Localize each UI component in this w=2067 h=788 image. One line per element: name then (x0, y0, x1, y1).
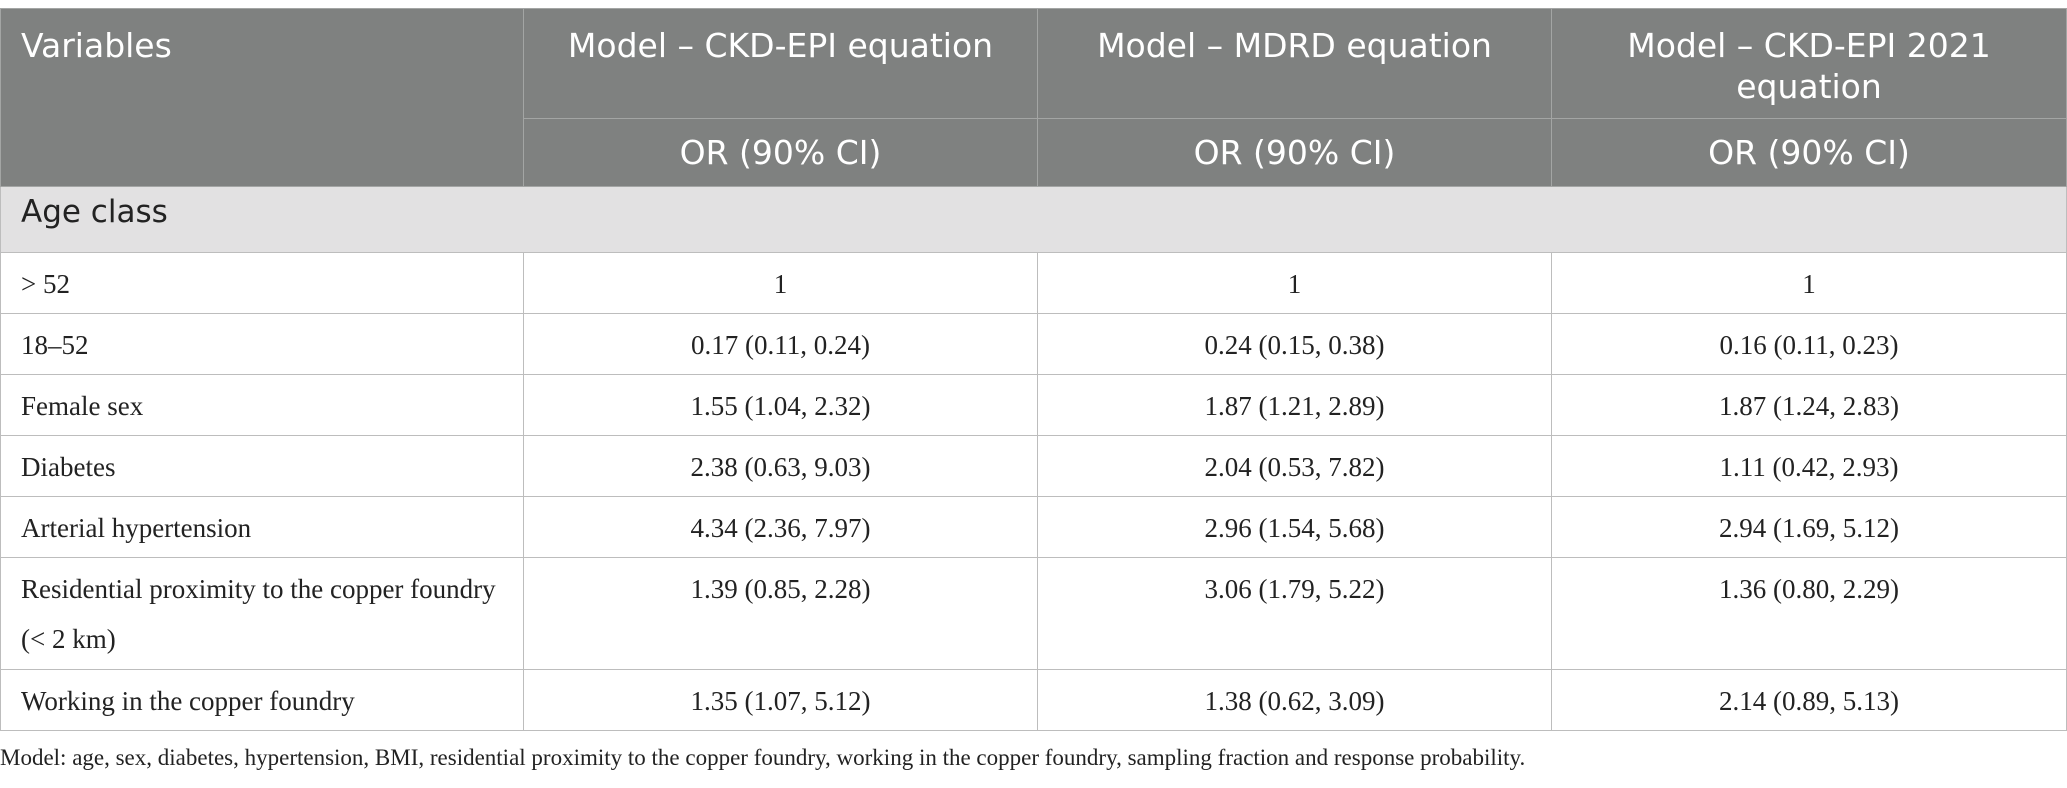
cell-mdrd: 1.38 (0.62, 3.09) (1037, 669, 1552, 731)
subheader-or-ci: OR (90% CI) (523, 118, 1038, 187)
cell-mdrd: 0.24 (0.15, 0.38) (1037, 313, 1552, 375)
section-label-age-class: Age class (0, 186, 2067, 253)
row-label: > 52 (0, 252, 524, 314)
table-row: Arterial hypertension 4.34 (2.36, 7.97) … (0, 496, 2067, 558)
table-row: Working in the copper foundry 1.35 (1.07… (0, 669, 2067, 731)
cell-mdrd: 1.87 (1.21, 2.89) (1037, 374, 1552, 436)
subheader-or-ci: OR (90% CI) (1551, 118, 2067, 187)
cell-mdrd: 2.96 (1.54, 5.68) (1037, 496, 1552, 558)
column-header-ckd-epi-2021: Model – CKD-EPI 2021 equation (1551, 8, 2067, 119)
subheader-row: OR (90% CI) OR (90% CI) OR (90% CI) (1, 118, 2067, 187)
table-row: Female sex 1.55 (1.04, 2.32) 1.87 (1.21,… (0, 374, 2067, 436)
table-footnote: Model: age, sex, diabetes, hypertension,… (0, 745, 1526, 770)
cell-ckd-epi: 0.17 (0.11, 0.24) (523, 313, 1038, 375)
cell-ckd-epi: 4.34 (2.36, 7.97) (523, 496, 1038, 558)
column-header-ckd-epi: Model – CKD-EPI equation (523, 8, 1038, 119)
table-row: 18–52 0.17 (0.11, 0.24) 0.24 (0.15, 0.38… (0, 313, 2067, 375)
cell-ckd-epi: 1.55 (1.04, 2.32) (523, 374, 1038, 436)
row-label: Diabetes (0, 435, 524, 497)
row-label: Residential proximity to the copper foun… (0, 557, 524, 670)
cell-ckd-epi: 1.39 (0.85, 2.28) (523, 557, 1038, 670)
table-row: > 52 1 1 1 (0, 252, 2067, 314)
cell-ckd-epi-2021: 1.11 (0.42, 2.93) (1551, 435, 2067, 497)
table-row: Residential proximity to the copper foun… (0, 557, 2067, 670)
row-label: 18–52 (0, 313, 524, 375)
cell-ckd-epi-2021: 1 (1551, 252, 2067, 314)
cell-ckd-epi-2021: 1.36 (0.80, 2.29) (1551, 557, 2067, 670)
header-row: Variables Model – CKD-EPI equation Model… (0, 8, 2067, 187)
cell-mdrd: 2.04 (0.53, 7.82) (1037, 435, 1552, 497)
column-header-mdrd: Model – MDRD equation (1037, 8, 1552, 119)
subheader-or-ci: OR (90% CI) (1037, 118, 1552, 187)
cell-ckd-epi-2021: 0.16 (0.11, 0.23) (1551, 313, 2067, 375)
cell-ckd-epi-2021: 2.14 (0.89, 5.13) (1551, 669, 2067, 731)
results-table: Variables Model – CKD-EPI equation Model… (0, 8, 2067, 731)
row-label: Working in the copper foundry (0, 669, 524, 731)
cell-ckd-epi-2021: 2.94 (1.69, 5.12) (1551, 496, 2067, 558)
table-row: Diabetes 2.38 (0.63, 9.03) 2.04 (0.53, 7… (0, 435, 2067, 497)
cell-mdrd: 3.06 (1.79, 5.22) (1037, 557, 1552, 670)
cell-mdrd: 1 (1037, 252, 1552, 314)
section-row: Age class (0, 186, 2067, 253)
cell-ckd-epi: 2.38 (0.63, 9.03) (523, 435, 1038, 497)
row-label: Female sex (0, 374, 524, 436)
cell-ckd-epi-2021: 1.87 (1.24, 2.83) (1551, 374, 2067, 436)
cell-ckd-epi: 1 (523, 252, 1038, 314)
row-label: Arterial hypertension (0, 496, 524, 558)
cell-ckd-epi: 1.35 (1.07, 5.12) (523, 669, 1038, 731)
variables-header: Variables (0, 8, 524, 187)
